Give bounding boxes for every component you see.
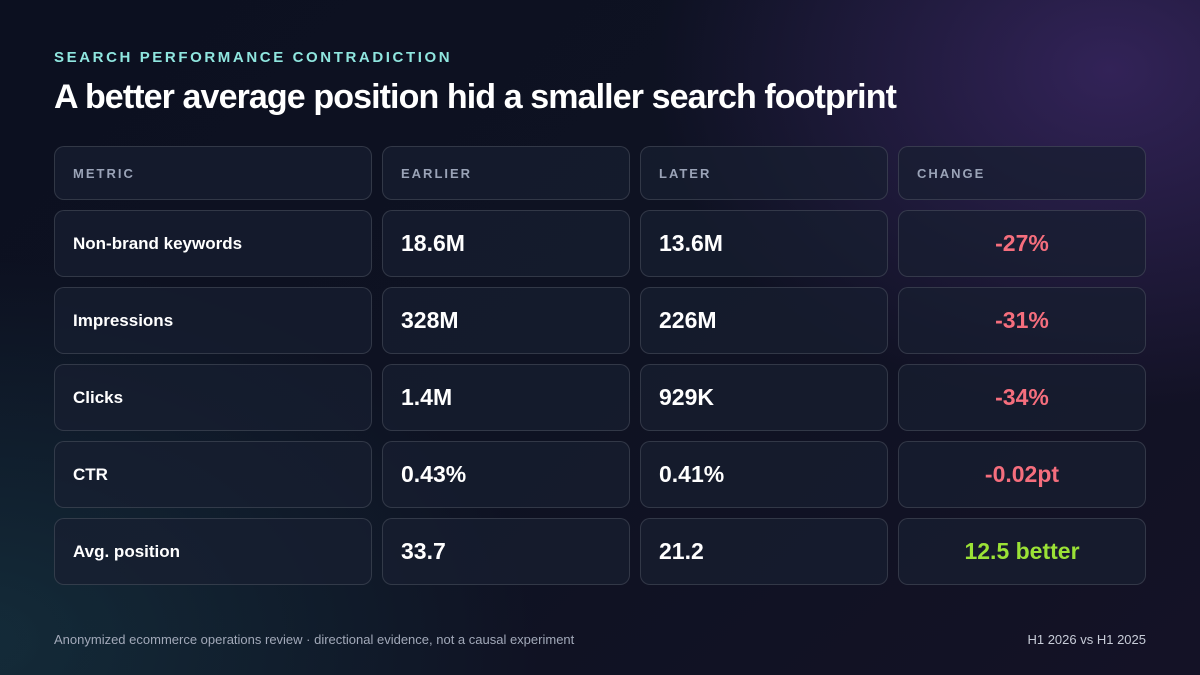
change-value-cell: -34% <box>898 364 1146 431</box>
earlier-value: 0.43% <box>401 461 467 487</box>
earlier-value: 33.7 <box>401 538 446 564</box>
earlier-value-cell: 33.7 <box>382 518 630 585</box>
table-row: CTR 0.43% 0.41% -0.02pt <box>54 441 1146 508</box>
change-value: -0.02pt <box>984 461 1060 487</box>
earlier-value-cell: 1.4M <box>382 364 630 431</box>
header-label-earlier: EARLIER <box>401 165 473 181</box>
change-value: -27% <box>995 230 1049 256</box>
change-value-cell: -31% <box>898 287 1146 354</box>
change-value: 12.5 better <box>964 538 1080 564</box>
table-row: Clicks 1.4M 929K -34% <box>54 364 1146 431</box>
metric-cell: CTR <box>54 441 372 508</box>
metric-label: CTR <box>73 464 108 484</box>
earlier-value-cell: 18.6M <box>382 210 630 277</box>
later-value: 226M <box>659 307 717 333</box>
footer-note: Anonymized ecommerce operations review ·… <box>54 632 575 647</box>
later-value-cell: 21.2 <box>640 518 888 585</box>
change-value-cell: 12.5 better <box>898 518 1146 585</box>
earlier-value: 18.6M <box>401 230 465 256</box>
earlier-value-cell: 0.43% <box>382 441 630 508</box>
header-cell-change: CHANGE <box>898 146 1146 200</box>
metric-cell: Impressions <box>54 287 372 354</box>
page-title: A better average position hid a smaller … <box>54 78 897 116</box>
metric-label: Avg. position <box>73 541 181 561</box>
later-value-cell: 13.6M <box>640 210 888 277</box>
later-value-cell: 929K <box>640 364 888 431</box>
header-label-metric: METRIC <box>73 165 135 181</box>
change-value: -31% <box>995 307 1049 333</box>
section-eyebrow: SEARCH PERFORMANCE CONTRADICTION <box>54 49 453 66</box>
table-row: Impressions 328M 226M -31% <box>54 287 1146 354</box>
metrics-table: METRIC EARLIER LATER CHANGE Non-brand ke… <box>54 146 1146 595</box>
later-value-cell: 226M <box>640 287 888 354</box>
header-cell-later: LATER <box>640 146 888 200</box>
table-header-row: METRIC EARLIER LATER CHANGE <box>54 146 1146 200</box>
metric-label: Clicks <box>73 387 124 407</box>
metric-cell: Non-brand keywords <box>54 210 372 277</box>
table-row: Non-brand keywords 18.6M 13.6M -27% <box>54 210 1146 277</box>
change-value: -34% <box>995 384 1049 410</box>
later-value: 929K <box>659 384 714 410</box>
metric-label: Non-brand keywords <box>73 233 243 253</box>
comparison-period: H1 2026 vs H1 2025 <box>1027 632 1146 647</box>
header-cell-metric: METRIC <box>54 146 372 200</box>
later-value: 21.2 <box>659 538 704 564</box>
table-row: Avg. position 33.7 21.2 12.5 better <box>54 518 1146 585</box>
earlier-value: 328M <box>401 307 459 333</box>
metric-cell: Clicks <box>54 364 372 431</box>
earlier-value: 1.4M <box>401 384 453 410</box>
header-label-later: LATER <box>659 165 712 181</box>
earlier-value-cell: 328M <box>382 287 630 354</box>
later-value: 0.41% <box>659 461 725 487</box>
change-value-cell: -27% <box>898 210 1146 277</box>
header-label-change: CHANGE <box>917 165 986 181</box>
change-value-cell: -0.02pt <box>898 441 1146 508</box>
later-value-cell: 0.41% <box>640 441 888 508</box>
metric-label: Impressions <box>73 310 174 330</box>
later-value: 13.6M <box>659 230 723 256</box>
header-cell-earlier: EARLIER <box>382 146 630 200</box>
metric-cell: Avg. position <box>54 518 372 585</box>
